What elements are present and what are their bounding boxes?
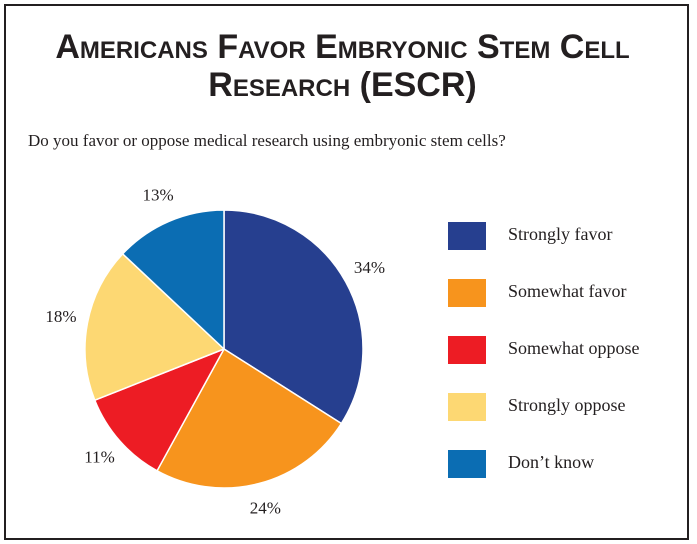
- legend-label-somewhat-favor: Somewhat favor: [508, 281, 626, 301]
- chart-title: Americans Favor Embryonic Stem Cell Rese…: [0, 28, 685, 104]
- chart-title-line-2: Research (ESCR): [208, 66, 477, 104]
- legend-label-don-t-know: Don’t know: [508, 452, 594, 472]
- chart-legend: Strongly favor Somewhat favor Somewhat opp…: [448, 222, 639, 478]
- legend-swatch-somewhat-oppose: [448, 336, 486, 364]
- legend-item-strongly-favor: Strongly favor: [448, 222, 612, 250]
- legend-item-don-t-know: Don’t know: [448, 450, 594, 478]
- pie-slice-strongly-oppose: [84, 253, 225, 401]
- pie-value-label-somewhat-favor: 24%: [250, 499, 281, 518]
- legend-label-somewhat-oppose: Somewhat oppose: [508, 338, 639, 358]
- pie-value-label-don-t-know: 13%: [143, 186, 174, 205]
- legend-swatch-somewhat-favor: [448, 279, 486, 307]
- pie-value-label-strongly-favor: 34%: [354, 258, 385, 277]
- pie-value-labels: 34% 24% 11% 18% 13%: [45, 186, 385, 518]
- legend-swatch-strongly-oppose: [448, 393, 486, 421]
- legend-item-somewhat-oppose: Somewhat oppose: [448, 336, 639, 364]
- pie-slice-strongly-favor: [223, 209, 364, 425]
- pie-slice-somewhat-favor: [156, 348, 343, 489]
- legend-swatch-don-t-know: [448, 450, 486, 478]
- chart-subtitle: Do you favor or oppose medical research …: [28, 131, 506, 150]
- pie-slice-don-t-know: [121, 209, 225, 350]
- legend-swatch-strongly-favor: [448, 222, 486, 250]
- legend-item-strongly-oppose: Strongly oppose: [448, 393, 626, 421]
- chart-title-line-1: Americans Favor Embryonic Stem Cell: [55, 28, 630, 66]
- pie-slice-somewhat-oppose: [94, 348, 225, 472]
- pie-value-label-strongly-oppose: 18%: [45, 307, 76, 326]
- pie-value-label-somewhat-oppose: 11%: [84, 448, 115, 467]
- legend-item-somewhat-favor: Somewhat favor: [448, 279, 626, 307]
- legend-label-strongly-oppose: Strongly oppose: [508, 395, 626, 415]
- pie-slices: [84, 209, 364, 489]
- legend-label-strongly-favor: Strongly favor: [508, 224, 612, 244]
